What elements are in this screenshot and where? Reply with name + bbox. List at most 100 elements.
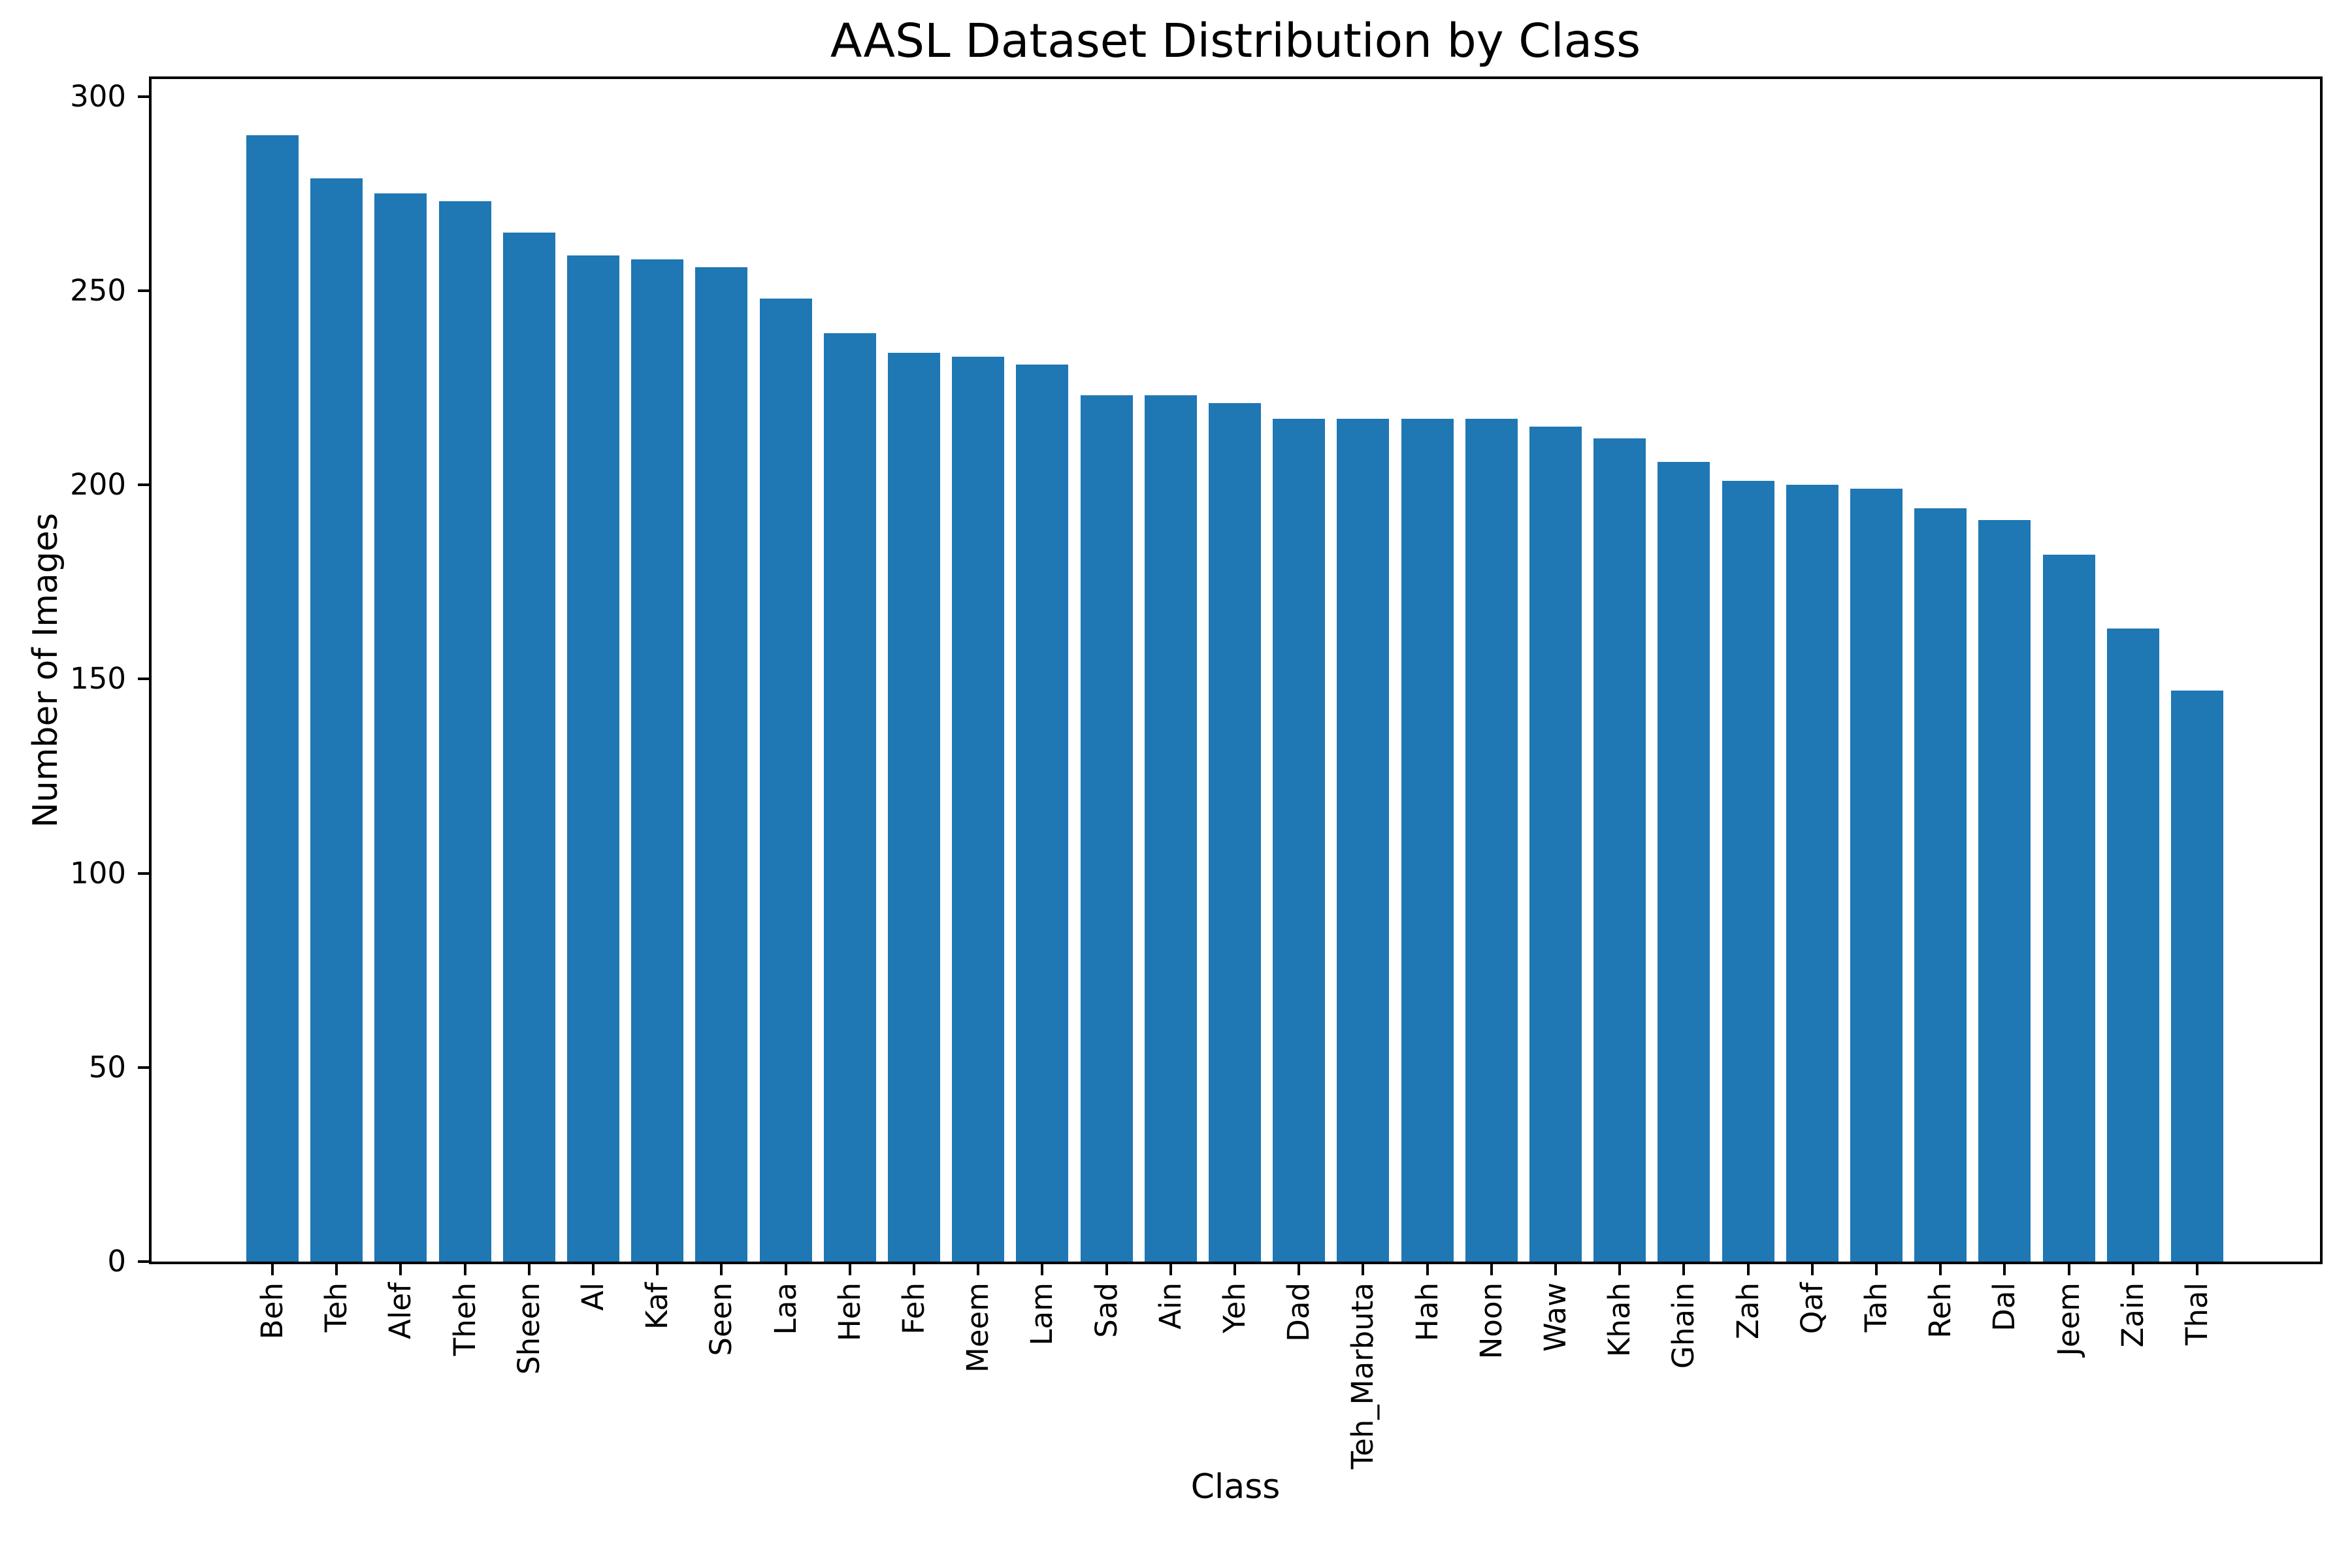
y-tick-label-300: 300	[70, 79, 126, 114]
x-tick-mark-Khah	[1618, 1262, 1621, 1275]
x-tick-label-Zah: Zah	[1731, 1282, 1765, 1339]
x-tick-mark-Teh	[335, 1262, 338, 1275]
y-tick-label-150: 150	[70, 661, 126, 696]
bar-Waw	[1529, 427, 1582, 1262]
bar-Ain	[1145, 395, 1197, 1262]
y-tick-label-200: 200	[70, 467, 126, 502]
x-tick-mark-Noon	[1490, 1262, 1493, 1275]
bar-Ghain	[1658, 462, 1710, 1262]
bar-Alef	[374, 193, 427, 1262]
bar-Noon	[1465, 419, 1518, 1262]
x-tick-label-Beh: Beh	[255, 1282, 289, 1340]
bar-Thal	[2171, 691, 2223, 1262]
y-tick-label-0: 0	[107, 1244, 126, 1279]
bar-Zah	[1722, 481, 1774, 1262]
x-tick-label-Khah: Khah	[1602, 1282, 1637, 1358]
x-tick-mark-Hah	[1426, 1262, 1429, 1275]
x-tick-mark-Theh	[464, 1262, 466, 1275]
y-tick-label-100: 100	[70, 856, 126, 890]
y-tick-label-50: 50	[88, 1050, 126, 1085]
bar-Dal	[1978, 520, 2031, 1262]
x-tick-label-Yeh: Yeh	[1217, 1282, 1252, 1333]
x-tick-mark-Teh_Marbuta	[1362, 1262, 1364, 1275]
x-tick-label-Hah: Hah	[1410, 1282, 1445, 1341]
x-tick-label-Teh: Teh	[319, 1282, 353, 1333]
x-tick-label-Dad: Dad	[1281, 1282, 1316, 1342]
x-tick-mark-Sad	[1105, 1262, 1108, 1275]
x-tick-label-Sheen: Sheen	[512, 1282, 546, 1375]
x-tick-label-Noon: Noon	[1474, 1282, 1509, 1360]
x-tick-mark-Sheen	[528, 1262, 531, 1275]
x-tick-label-Al: Al	[576, 1282, 610, 1311]
x-tick-label-Alef: Alef	[383, 1282, 417, 1339]
x-tick-label-Tah: Tah	[1859, 1282, 1893, 1333]
x-tick-mark-Dad	[1298, 1262, 1300, 1275]
x-tick-label-Reh: Reh	[1923, 1282, 1957, 1339]
x-tick-label-Qaf: Qaf	[1795, 1282, 1829, 1334]
bar-Teh_Marbuta	[1337, 419, 1389, 1262]
x-tick-label-Thal: Thal	[2180, 1282, 2214, 1346]
x-tick-mark-Laa	[785, 1262, 787, 1275]
y-tick-mark-150	[138, 678, 149, 680]
bar-Lam	[1016, 365, 1068, 1262]
x-tick-mark-Seen	[720, 1262, 723, 1275]
bar-Sad	[1081, 395, 1133, 1262]
x-tick-mark-Ain	[1169, 1262, 1172, 1275]
x-tick-label-Meem: Meem	[960, 1282, 995, 1373]
x-tick-mark-Tah	[1875, 1262, 1878, 1275]
x-tick-label-Sad: Sad	[1089, 1282, 1124, 1338]
x-tick-label-Laa: Laa	[768, 1282, 803, 1335]
x-tick-mark-Yeh	[1233, 1262, 1236, 1275]
y-tick-mark-250	[138, 289, 149, 292]
x-tick-mark-Meem	[977, 1262, 979, 1275]
x-tick-label-Theh: Theh	[448, 1282, 482, 1356]
y-tick-label-250: 250	[70, 273, 126, 308]
x-tick-mark-Zah	[1747, 1262, 1750, 1275]
x-tick-mark-Ghain	[1682, 1262, 1685, 1275]
bar-Qaf	[1786, 485, 1838, 1262]
x-tick-mark-Al	[592, 1262, 595, 1275]
x-tick-label-Ghain: Ghain	[1666, 1282, 1701, 1369]
y-tick-mark-200	[138, 483, 149, 486]
bar-Yeh	[1209, 403, 1261, 1262]
bar-Sheen	[503, 233, 555, 1262]
x-tick-mark-Lam	[1041, 1262, 1043, 1275]
x-tick-label-Waw: Waw	[1538, 1282, 1573, 1352]
x-tick-mark-Qaf	[1811, 1262, 1814, 1275]
bar-Kaf	[631, 259, 683, 1262]
x-tick-mark-Alef	[399, 1262, 402, 1275]
bar-Jeem	[2043, 555, 2095, 1262]
bar-Seen	[695, 267, 747, 1262]
x-tick-label-Zain: Zain	[2115, 1282, 2150, 1348]
y-tick-mark-50	[138, 1066, 149, 1069]
x-tick-label-Seen: Seen	[704, 1282, 738, 1356]
bar-Zain	[2107, 629, 2159, 1262]
bar-Khah	[1593, 438, 1646, 1262]
x-tick-mark-Kaf	[656, 1262, 659, 1275]
x-tick-mark-Jeem	[2068, 1262, 2070, 1275]
x-tick-label-Dal: Dal	[1987, 1282, 2021, 1331]
x-tick-mark-Thal	[2196, 1262, 2198, 1275]
x-tick-mark-Dal	[2003, 1262, 2006, 1275]
bar-Al	[567, 255, 619, 1262]
bar-Heh	[824, 333, 876, 1262]
bar-Tah	[1850, 489, 1903, 1262]
x-tick-label-Feh: Feh	[896, 1282, 931, 1335]
x-tick-mark-Reh	[1939, 1262, 1942, 1275]
x-tick-label-Teh_Marbuta: Teh_Marbuta	[1345, 1282, 1380, 1469]
bar-Teh	[310, 178, 363, 1262]
bar-Meem	[952, 357, 1004, 1262]
bar-Hah	[1401, 419, 1454, 1262]
x-tick-mark-Waw	[1554, 1262, 1557, 1275]
bar-Beh	[246, 135, 299, 1262]
x-tick-mark-Feh	[913, 1262, 915, 1275]
y-tick-mark-0	[138, 1260, 149, 1263]
bar-Theh	[439, 201, 491, 1262]
chart-title: AASL Dataset Distribution by Class	[830, 14, 1641, 68]
x-tick-mark-Beh	[271, 1262, 274, 1275]
x-tick-label-Lam: Lam	[1024, 1282, 1059, 1346]
y-tick-mark-100	[138, 872, 149, 875]
x-tick-label-Kaf: Kaf	[640, 1282, 674, 1330]
bar-Feh	[888, 353, 940, 1262]
